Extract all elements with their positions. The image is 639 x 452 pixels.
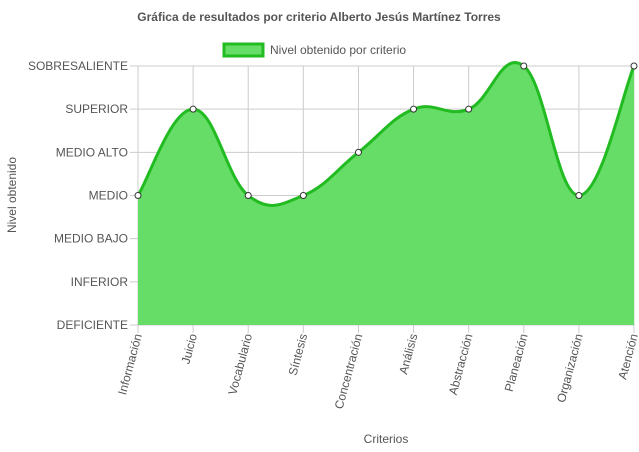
x-tick-label: Información bbox=[115, 332, 145, 396]
legend-label: Nivel obtenido por criterio bbox=[270, 43, 406, 57]
data-point[interactable] bbox=[134, 192, 142, 199]
y-tick-label: MEDIO ALTO bbox=[56, 145, 128, 159]
y-axis-label: Nivel obtenido bbox=[5, 157, 19, 233]
y-tick-label: MEDIO bbox=[89, 189, 128, 203]
data-point[interactable] bbox=[244, 192, 252, 199]
y-tick-label: DEFICIENTE bbox=[57, 318, 128, 332]
y-tick-label: MEDIO BAJO bbox=[54, 232, 128, 246]
y-axis-ticks: DEFICIENTE INFERIOR MEDIO BAJO MEDIO MEDIO A… bbox=[28, 59, 128, 332]
data-point[interactable] bbox=[189, 105, 197, 113]
x-tick-label: Planeación bbox=[502, 332, 531, 393]
legend-swatch bbox=[222, 42, 265, 58]
x-tick-label: Síntesis bbox=[286, 332, 311, 377]
x-tick-label: Análisis bbox=[396, 332, 420, 376]
x-axis-ticks: Información Juicio Vocabulario Síntesis Conc… bbox=[115, 332, 639, 411]
x-tick-label: Abstracción bbox=[446, 332, 476, 396]
x-axis-label: Criterios bbox=[364, 432, 409, 446]
series-area-fill bbox=[138, 62, 634, 326]
series-area bbox=[136, 61, 636, 326]
x-tick-label: Vocabulario bbox=[225, 332, 255, 397]
chart-title: Gráfica de resultados por criterio Alber… bbox=[137, 10, 501, 24]
data-point[interactable] bbox=[630, 62, 638, 70]
x-tick-label: Juicio bbox=[179, 332, 201, 366]
y-tick-label: SUPERIOR bbox=[65, 102, 128, 116]
x-tick-label: Atención bbox=[615, 332, 639, 381]
data-point[interactable] bbox=[410, 105, 418, 113]
x-tick-label: Concentración bbox=[332, 332, 366, 410]
data-point[interactable] bbox=[575, 192, 583, 199]
legend[interactable]: Nivel obtenido por criterio bbox=[222, 42, 406, 58]
data-point[interactable] bbox=[299, 192, 307, 199]
data-point[interactable] bbox=[354, 148, 362, 156]
y-tick-label: SOBRESALIENTE bbox=[28, 59, 128, 73]
y-tick-label: INFERIOR bbox=[71, 275, 129, 289]
data-points bbox=[134, 62, 638, 199]
data-point[interactable] bbox=[465, 105, 473, 113]
data-point[interactable] bbox=[520, 62, 528, 70]
x-tick-label: Organización bbox=[554, 332, 586, 404]
series-line bbox=[136, 61, 636, 207]
